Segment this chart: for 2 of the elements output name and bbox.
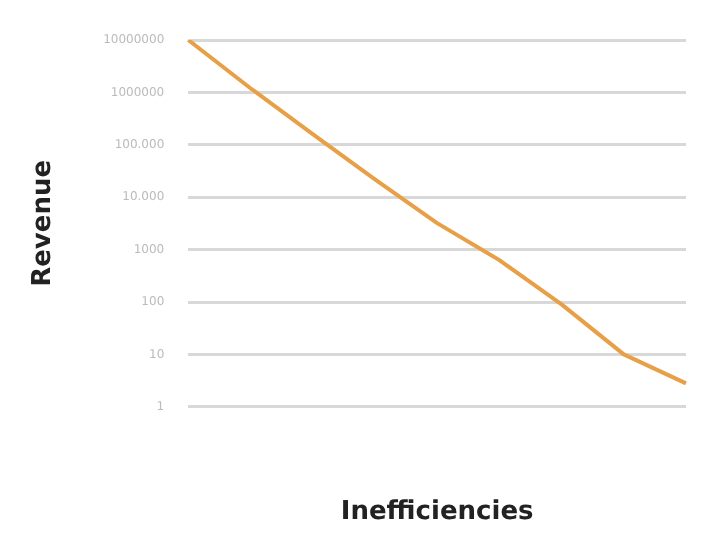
y-axis-title: Revenue <box>28 159 59 287</box>
x-axis-title: Inefficiencies <box>340 497 535 528</box>
